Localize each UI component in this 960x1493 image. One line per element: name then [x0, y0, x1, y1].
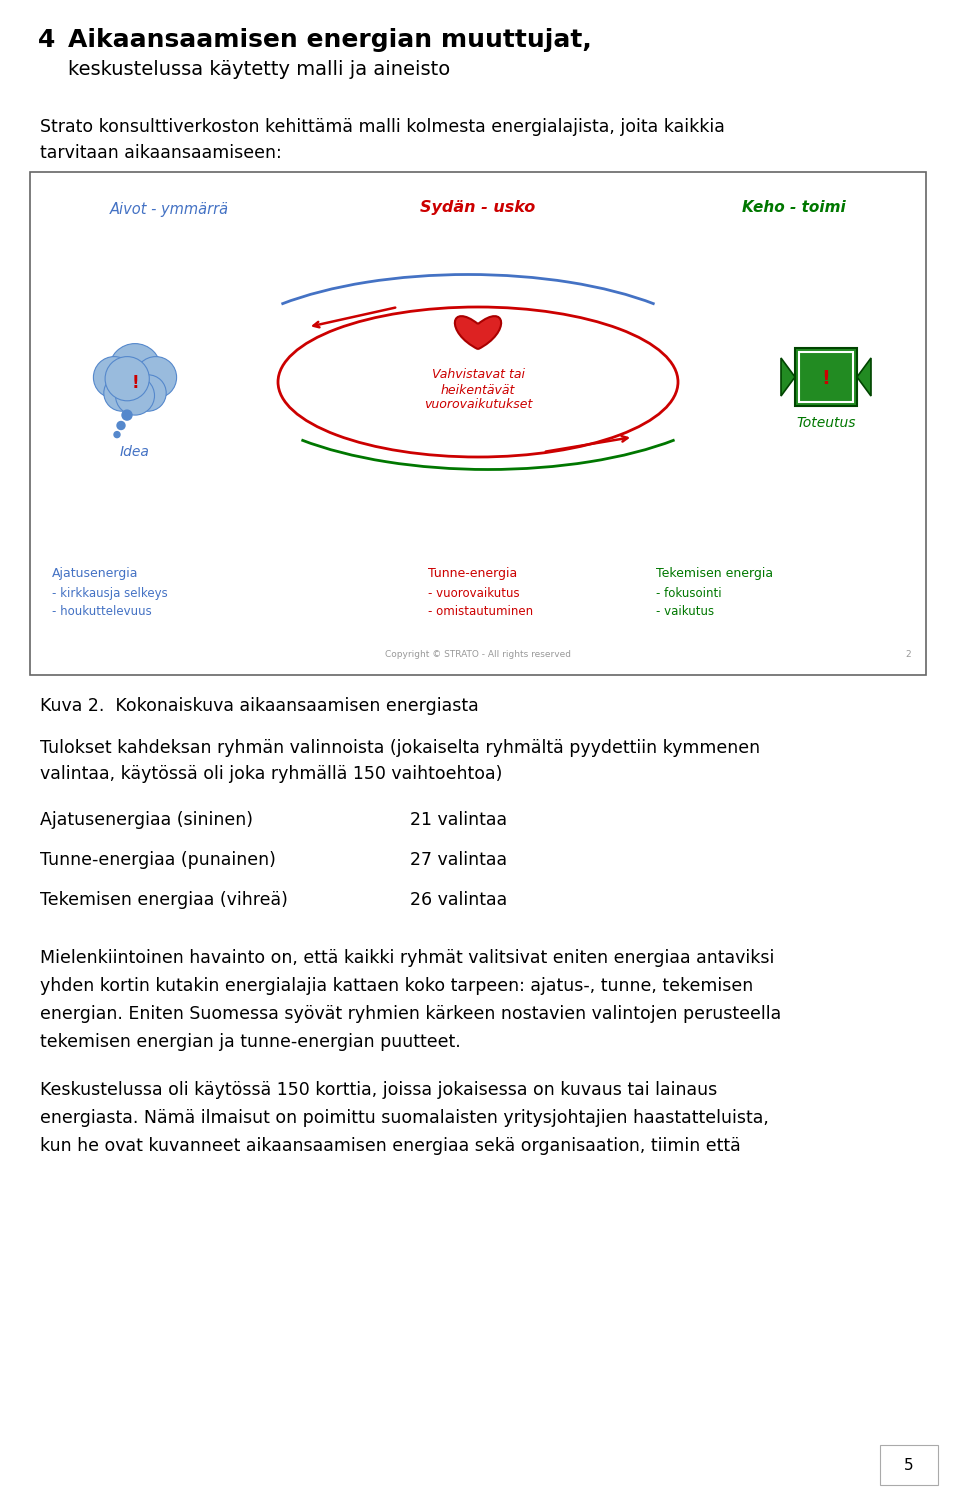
Text: - omistautuminen: - omistautuminen	[428, 605, 533, 618]
Text: Vahvistavat tai
heikentävät
vuorovaikutukset: Vahvistavat tai heikentävät vuorovaikutu…	[423, 369, 532, 412]
Text: Keskustelussa oli käytössä 150 korttia, joissa jokaisessa on kuvaus tai lainaus: Keskustelussa oli käytössä 150 korttia, …	[40, 1081, 717, 1099]
Circle shape	[130, 375, 166, 411]
Text: Kuva 2.  Kokonaiskuva aikaansaamisen energiasta: Kuva 2. Kokonaiskuva aikaansaamisen ener…	[40, 697, 479, 715]
PathPatch shape	[455, 317, 501, 349]
Text: Tulokset kahdeksan ryhmän valinnoista (jokaiselta ryhmältä pyydettiin kymmenen: Tulokset kahdeksan ryhmän valinnoista (j…	[40, 739, 760, 757]
Text: tekemisen energian ja tunne-energian puutteet.: tekemisen energian ja tunne-energian puu…	[40, 1033, 461, 1051]
Bar	[30, 172, 926, 675]
Text: Copyright © STRATO - All rights reserved: Copyright © STRATO - All rights reserved	[385, 649, 571, 658]
Circle shape	[122, 411, 132, 420]
Text: - fokusointi: - fokusointi	[656, 587, 722, 600]
Polygon shape	[857, 358, 871, 396]
Text: Aivot - ymmärrä: Aivot - ymmärrä	[110, 202, 229, 216]
Circle shape	[109, 343, 161, 396]
Circle shape	[93, 357, 135, 399]
Text: keskustelussa käytetty malli ja aineisto: keskustelussa käytetty malli ja aineisto	[68, 60, 450, 79]
Text: tarvitaan aikaansaamiseen:: tarvitaan aikaansaamiseen:	[40, 143, 281, 163]
Text: Keho - toimi: Keho - toimi	[742, 200, 846, 215]
Text: !: !	[132, 373, 139, 391]
Circle shape	[115, 376, 155, 415]
Text: Aikaansaamisen energian muuttujat,: Aikaansaamisen energian muuttujat,	[68, 28, 591, 52]
Text: Toteutus: Toteutus	[796, 417, 855, 430]
Text: Tekemisen energia: Tekemisen energia	[656, 567, 773, 579]
Text: Ajatusenergiaa (sininen): Ajatusenergiaa (sininen)	[40, 811, 253, 829]
Circle shape	[117, 421, 125, 430]
Text: energiasta. Nämä ilmaisut on poimittu suomalaisten yritysjohtajien haastatteluis: energiasta. Nämä ilmaisut on poimittu su…	[40, 1109, 769, 1127]
Text: 4: 4	[38, 28, 56, 52]
Text: energian. Eniten Suomessa syövät ryhmien kärkeen nostavien valintojen perusteell: energian. Eniten Suomessa syövät ryhmien…	[40, 1005, 781, 1023]
Text: yhden kortin kutakin energialajia kattaen koko tarpeen: ajatus-, tunne, tekemise: yhden kortin kutakin energialajia kattae…	[40, 976, 754, 994]
Circle shape	[114, 431, 120, 437]
Text: 27 valintaa: 27 valintaa	[410, 851, 507, 869]
Text: - houkuttelevuus: - houkuttelevuus	[52, 605, 152, 618]
Text: Tekemisen energiaa (vihreä): Tekemisen energiaa (vihreä)	[40, 891, 288, 909]
Bar	[795, 348, 857, 406]
Polygon shape	[781, 358, 795, 396]
Text: kun he ovat kuvanneet aikaansaamisen energiaa sekä organisaation, tiimin että: kun he ovat kuvanneet aikaansaamisen ene…	[40, 1138, 741, 1156]
Text: 21 valintaa: 21 valintaa	[410, 811, 507, 829]
Text: Tunne-energiaa (punainen): Tunne-energiaa (punainen)	[40, 851, 276, 869]
Circle shape	[135, 357, 177, 399]
Bar	[880, 1445, 938, 1486]
Text: Strato konsulttiverkoston kehittämä malli kolmesta energialajista, joita kaikkia: Strato konsulttiverkoston kehittämä mall…	[40, 118, 725, 136]
Text: - vaikutus: - vaikutus	[656, 605, 714, 618]
Text: !: !	[822, 369, 830, 388]
Text: 5: 5	[904, 1457, 914, 1472]
Text: - kirkkausja selkeys: - kirkkausja selkeys	[52, 587, 168, 600]
Text: - vuorovaikutus: - vuorovaikutus	[428, 587, 519, 600]
Text: 2: 2	[905, 649, 911, 658]
Text: Ajatusenergia: Ajatusenergia	[52, 567, 138, 579]
Circle shape	[105, 357, 150, 400]
Text: valintaa, käytössä oli joka ryhmällä 150 vaihtoehtoa): valintaa, käytössä oli joka ryhmällä 150…	[40, 764, 502, 782]
Text: 26 valintaa: 26 valintaa	[410, 891, 507, 909]
Circle shape	[104, 375, 140, 411]
Text: Sydän - usko: Sydän - usko	[420, 200, 536, 215]
Bar	[799, 352, 853, 402]
Text: Tunne-energia: Tunne-energia	[428, 567, 517, 579]
Text: Mielenkiintoinen havainto on, että kaikki ryhmät valitsivat eniten energiaa anta: Mielenkiintoinen havainto on, että kaikk…	[40, 950, 775, 967]
Text: Idea: Idea	[120, 445, 150, 458]
